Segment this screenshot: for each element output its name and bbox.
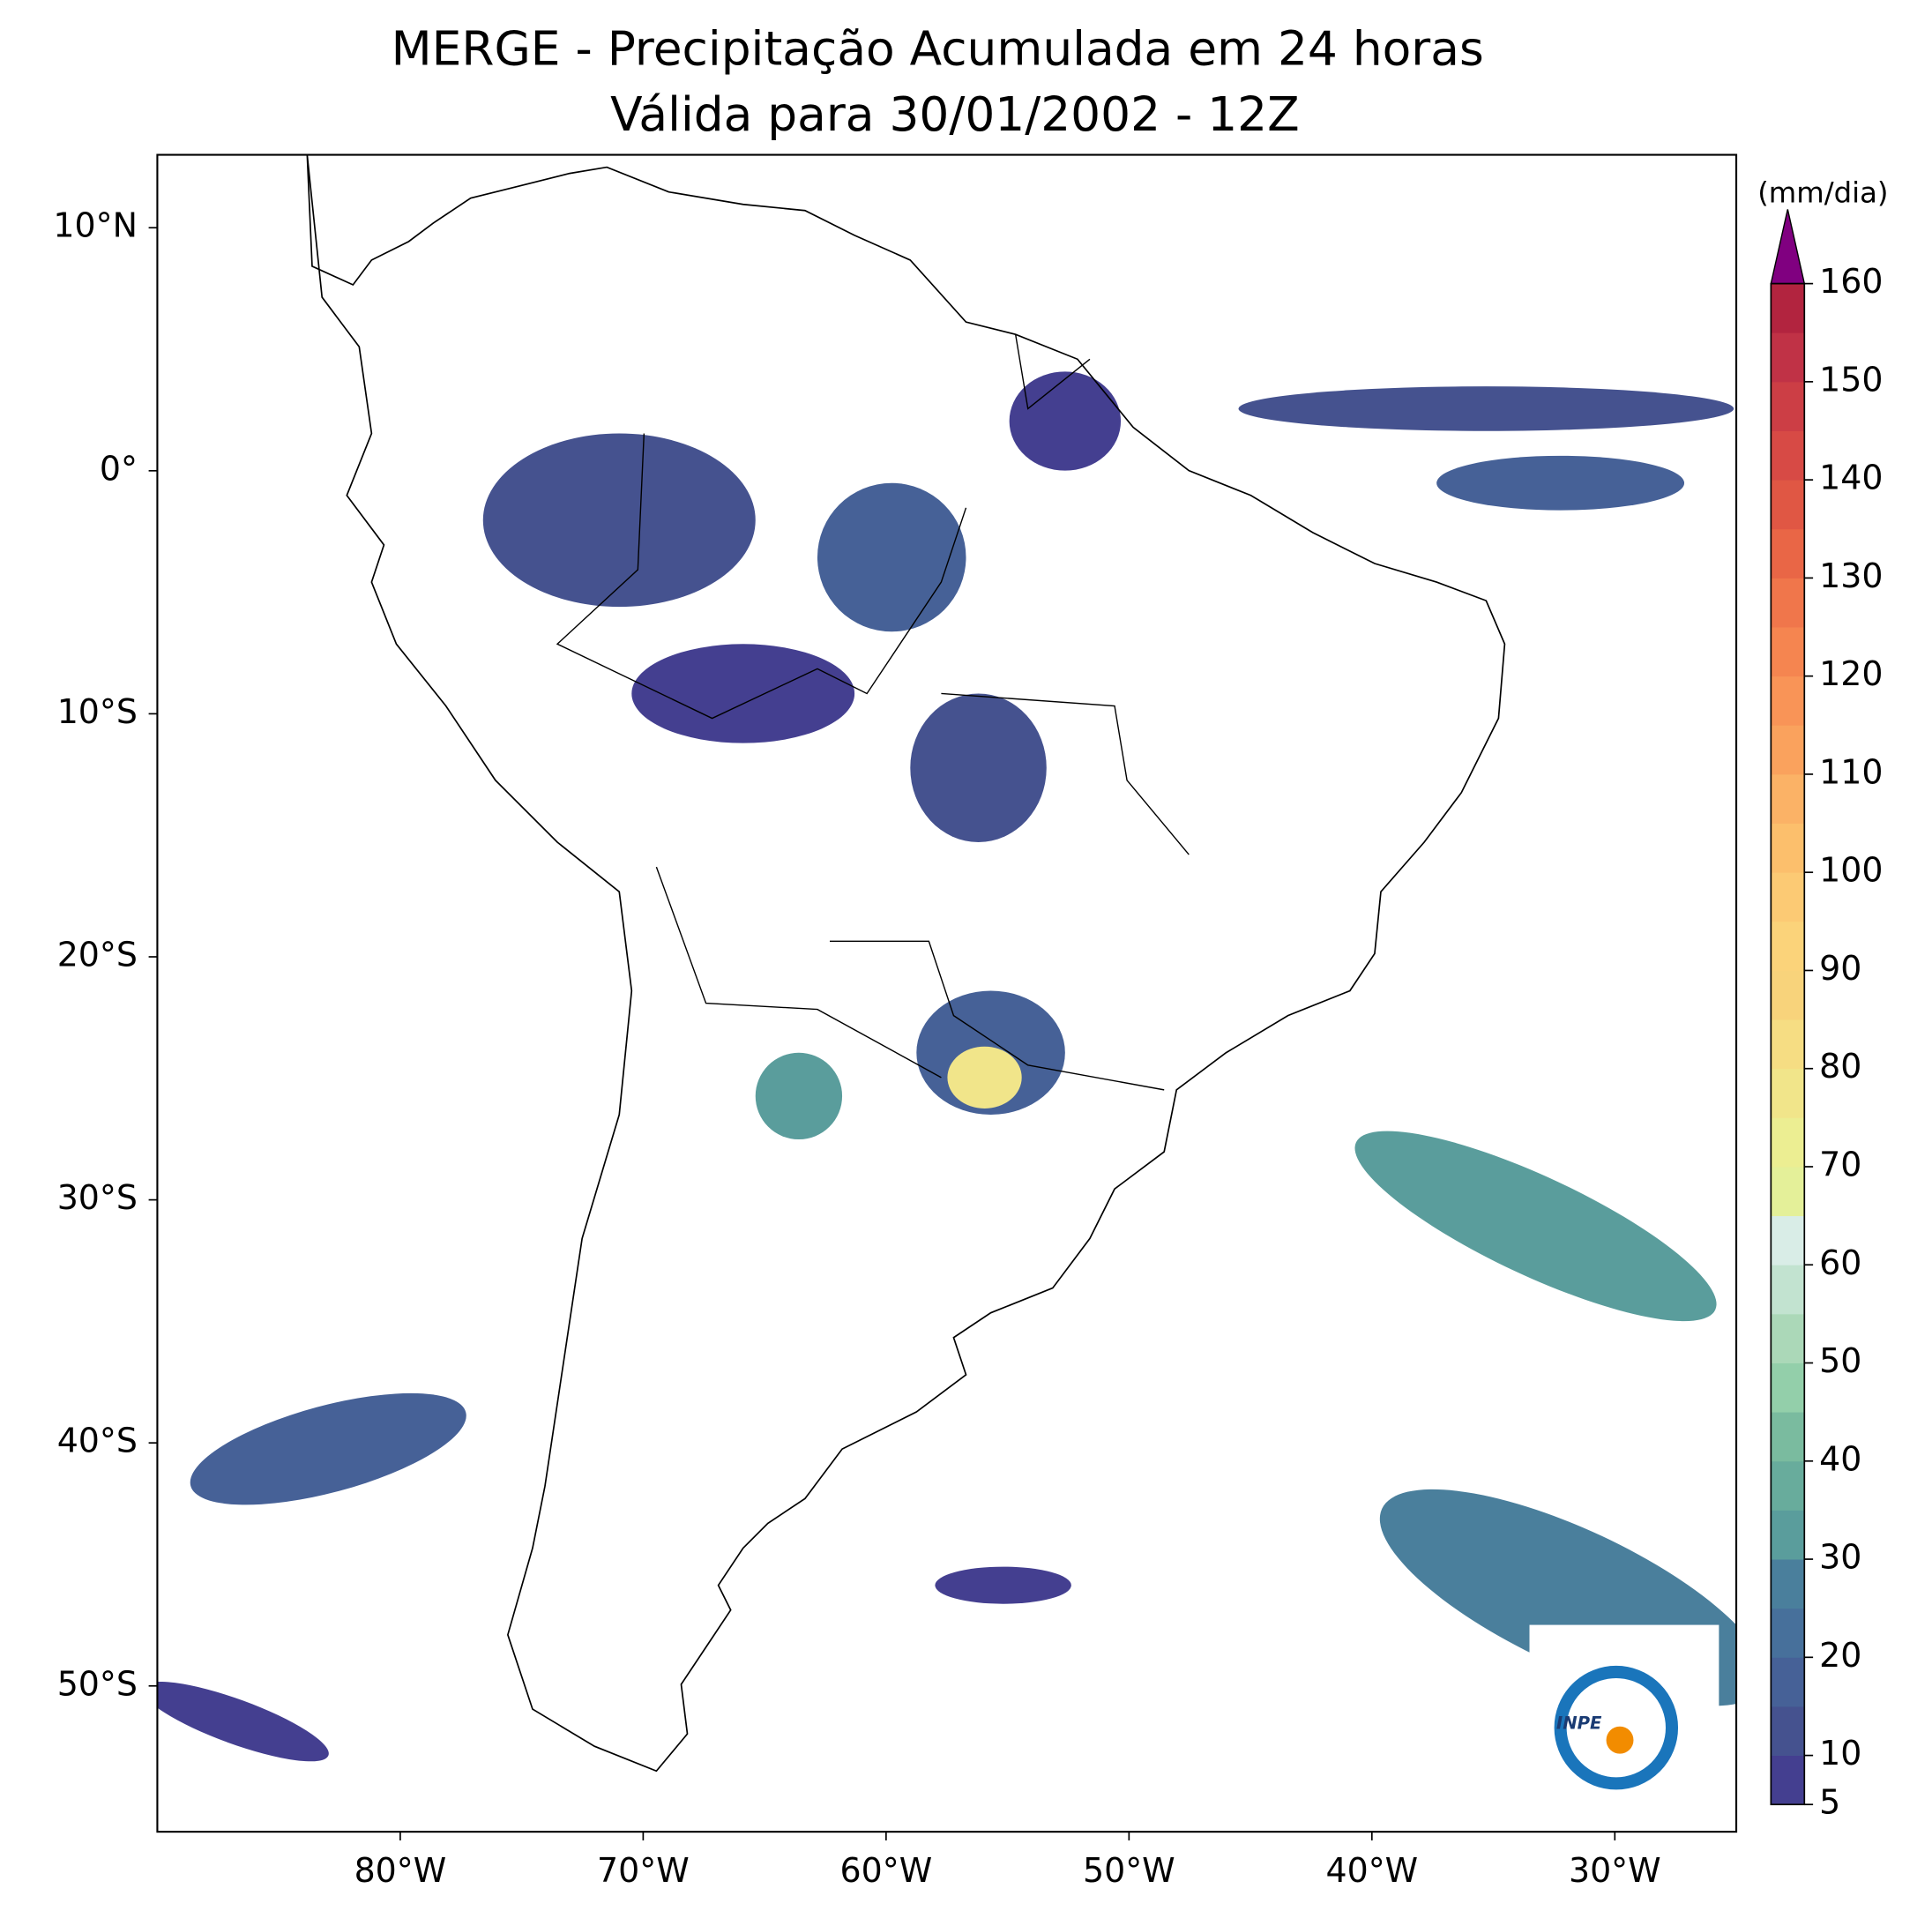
subtitle: Válida para 30/01/2002 - 12Z — [610, 86, 1300, 142]
colorbar-segment — [1771, 1412, 1805, 1462]
colorbar-segment — [1771, 1460, 1805, 1511]
colorbar-segment — [1771, 1117, 1805, 1168]
colorbar-tick-label: 60 — [1819, 1243, 1861, 1282]
y-tick-label: 10°N — [53, 206, 138, 245]
rain-area — [1354, 1131, 1717, 1322]
y-tick-label: 0° — [100, 449, 138, 488]
x-tick-label: 70°W — [597, 1851, 690, 1890]
logo: INPE — [1529, 1624, 1719, 1815]
colorbar-tick-label: 70 — [1819, 1145, 1861, 1183]
borders — [556, 334, 1190, 1091]
colorbar-tick-label: 20 — [1819, 1636, 1861, 1675]
x-tick-label: 80°W — [354, 1851, 447, 1890]
colorbar-segment — [1771, 921, 1805, 971]
colorbar-segment — [1771, 872, 1805, 922]
colorbar-segment — [1771, 1362, 1805, 1413]
colorbar-segment — [1771, 283, 1805, 333]
colorbar-tick-label: 5 — [1819, 1783, 1840, 1822]
colorbar-segment — [1771, 823, 1805, 873]
colorbar-tick-label: 110 — [1819, 752, 1883, 791]
rain-area — [755, 1052, 843, 1140]
y-tick-label: 10°S — [57, 692, 138, 731]
y-tick-label: 40°S — [57, 1422, 138, 1460]
colorbar-segment — [1771, 627, 1805, 677]
colorbar-segment — [1771, 1166, 1805, 1217]
axes: 80°W 70°W 60°W 50°W 40°W 30°W 10°N 0° 10°S 20°S 30… — [53, 206, 1660, 1890]
rain-area — [817, 482, 966, 632]
x-tick-label: 30°W — [1569, 1851, 1661, 1890]
rain-area — [190, 1392, 466, 1505]
rain-area — [947, 1046, 1022, 1109]
y-tick-label: 20°S — [57, 935, 138, 974]
rain-area — [1009, 371, 1122, 471]
colorbar-segment — [1771, 676, 1805, 726]
colorbar-segment — [1771, 1265, 1805, 1315]
colorbar-tick-label: 130 — [1819, 556, 1883, 595]
colorbar-tick-label: 50 — [1819, 1341, 1861, 1380]
rain-area — [631, 644, 855, 743]
colorbar-segment — [1771, 773, 1805, 824]
colorbar-segment — [1771, 970, 1805, 1020]
colorbar: 5 10 20 30 40 50 60 70 80 90 100 110 120 130 140 150 160 — [1770, 209, 1883, 1822]
colorbar-segment — [1771, 1559, 1805, 1609]
colorbar-segment — [1771, 578, 1805, 628]
colorbar-segment — [1771, 1657, 1805, 1707]
colorbar-tick-label: 120 — [1819, 654, 1883, 693]
rain-area — [482, 433, 756, 608]
colorbar-segment — [1771, 332, 1805, 383]
colorbar-segment — [1771, 381, 1805, 431]
map — [156, 153, 1738, 1833]
colorbar-frame — [1770, 282, 1806, 1806]
y-tick-label: 30°S — [57, 1178, 138, 1217]
title: MERGE - Precipitação Acumulada em 24 hor… — [392, 21, 1484, 77]
colorbar-tick-label: 80 — [1819, 1047, 1861, 1086]
precipitation — [157, 371, 1737, 1762]
colorbar-segment — [1771, 1019, 1805, 1070]
logo-dot — [1606, 1726, 1634, 1754]
colorbar-unit: (mm/dia) — [1757, 175, 1888, 209]
rain-area — [910, 693, 1047, 842]
colorbar-tick-label: 90 — [1819, 949, 1861, 988]
colorbar-tick-label: 140 — [1819, 459, 1883, 497]
map-frame — [156, 153, 1738, 1833]
logo-text: INPE — [1556, 1713, 1602, 1733]
logo-ring — [1554, 1665, 1679, 1790]
colorbar-segment — [1771, 1068, 1805, 1118]
rain-area — [1436, 455, 1685, 511]
rain-area — [1238, 386, 1734, 431]
x-tick-label: 60°W — [840, 1851, 933, 1890]
colorbar-segment — [1771, 480, 1805, 530]
colorbar-segment — [1771, 1755, 1805, 1805]
rain-area — [157, 1681, 329, 1762]
colorbar-segment — [1771, 725, 1805, 775]
colorbar-segment — [1771, 1706, 1805, 1757]
colorbar-segment — [1771, 1313, 1805, 1363]
colorbar-tick-label: 30 — [1819, 1538, 1861, 1577]
colorbar-segment — [1771, 430, 1805, 481]
x-tick-label: 50°W — [1083, 1851, 1175, 1890]
colorbar-segment — [1771, 1215, 1805, 1265]
colorbar-tick-label: 10 — [1819, 1734, 1861, 1773]
colorbar-tick-label: 150 — [1819, 360, 1883, 399]
rain-area — [935, 1566, 1071, 1604]
colorbar-tick-label: 100 — [1819, 851, 1883, 890]
colorbar-segment — [1771, 1608, 1805, 1658]
colorbar-segment — [1771, 1510, 1805, 1560]
y-tick-label: 50°S — [57, 1664, 138, 1703]
x-tick-label: 40°W — [1325, 1851, 1418, 1890]
colorbar-tick-label: 40 — [1819, 1439, 1861, 1478]
colorbar-segment — [1771, 528, 1805, 579]
coastline — [306, 154, 1506, 1773]
colorbar-tick-label: 160 — [1819, 262, 1883, 301]
